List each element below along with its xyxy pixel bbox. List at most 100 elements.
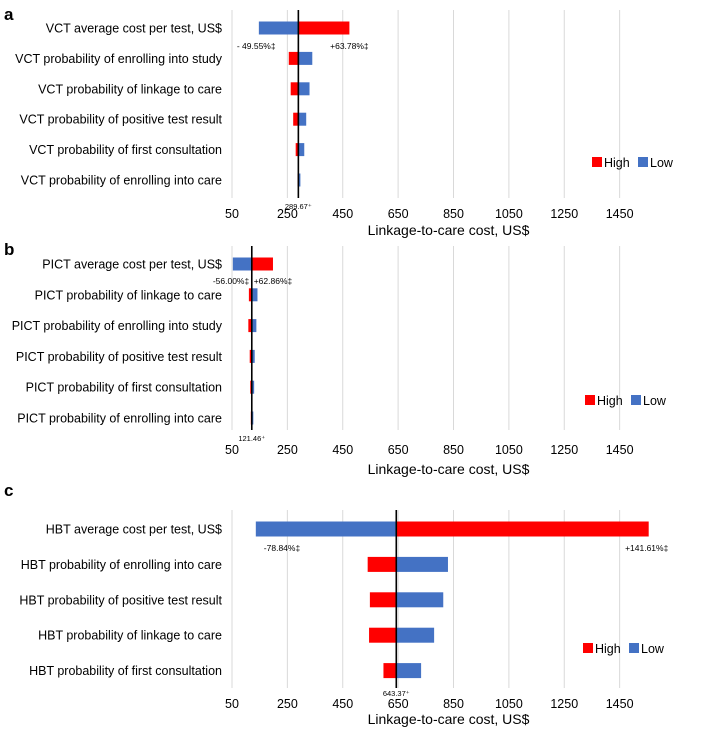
bar-low-a-0 — [258, 21, 299, 35]
x-tick-label-c-2: 450 — [332, 697, 353, 711]
legend-swatch-high-a — [592, 157, 602, 167]
x-tick-label-b-7: 1450 — [606, 443, 634, 457]
x-axis-title-c: Linkage-to-care cost, US$ — [368, 711, 530, 727]
x-tick-label-b-1: 250 — [277, 443, 298, 457]
category-label-a-5: VCT probability of enrolling into care — [21, 174, 222, 188]
bar-high-a-1 — [288, 51, 299, 65]
bar-high-a-2 — [290, 82, 299, 96]
bar-low-a-1 — [298, 51, 313, 65]
x-tick-label-c-5: 1050 — [495, 697, 523, 711]
baseline-value-label-a: 289.67⁺ — [285, 202, 312, 211]
category-label-a-3: VCT probability of positive test result — [19, 113, 222, 127]
annotation-low-b: -56.00%‡ — [213, 276, 250, 286]
bar-low-a-4 — [298, 143, 305, 157]
legend-swatch-low-b — [631, 395, 641, 405]
category-label-c-4: HBT probability of first consultation — [29, 664, 222, 678]
bar-high-a-3 — [293, 112, 299, 126]
x-axis-title-a: Linkage-to-care cost, US$ — [368, 222, 530, 238]
x-tick-label-b-3: 650 — [388, 443, 409, 457]
x-tick-label-a-7: 1450 — [606, 207, 634, 221]
x-tick-label-c-0: 50 — [225, 697, 239, 711]
x-tick-label-a-2: 450 — [332, 207, 353, 221]
x-tick-label-a-0: 50 — [225, 207, 239, 221]
bar-low-a-3 — [298, 112, 307, 126]
category-label-a-0: VCT average cost per test, US$ — [46, 22, 222, 36]
legend-label-high-b: High — [597, 394, 623, 408]
panel-letter-c: c — [4, 481, 13, 500]
category-label-c-2: HBT probability of positive test result — [19, 593, 222, 607]
legend-swatch-high-c — [583, 643, 593, 653]
panel-letter-a: a — [4, 5, 14, 24]
category-label-b-1: PICT probability of linkage to care — [35, 288, 222, 302]
x-tick-label-c-7: 1450 — [606, 697, 634, 711]
category-label-a-1: VCT probability of enrolling into study — [15, 52, 223, 66]
bar-high-c-2 — [369, 592, 397, 608]
x-tick-label-a-6: 1250 — [550, 207, 578, 221]
annotation-low-c: -78.84%‡ — [264, 543, 301, 553]
x-tick-label-b-6: 1250 — [550, 443, 578, 457]
category-label-c-0: HBT average cost per test, US$ — [46, 523, 222, 537]
bar-high-c-0 — [396, 521, 649, 537]
baseline-value-label-c: 643.37⁺ — [383, 689, 410, 698]
panel-letter-b: b — [4, 240, 14, 259]
bar-low-b-3 — [251, 349, 255, 363]
legend-label-low-c: Low — [641, 642, 665, 656]
bar-high-b-1 — [248, 288, 252, 302]
legend-label-low-b: Low — [643, 394, 667, 408]
legend-swatch-low-c — [629, 643, 639, 653]
bar-low-a-2 — [298, 82, 310, 96]
legend-label-high-c: High — [595, 642, 621, 656]
x-axis-title-b: Linkage-to-care cost, US$ — [368, 461, 530, 477]
x-tick-label-c-1: 250 — [277, 697, 298, 711]
annotation-high-c: +141.61%‡ — [625, 543, 669, 553]
bar-high-c-3 — [369, 627, 397, 643]
bar-low-b-4 — [251, 380, 255, 394]
bar-high-b-2 — [248, 319, 252, 333]
x-tick-label-c-3: 650 — [388, 697, 409, 711]
bar-low-c-0 — [255, 521, 397, 537]
category-label-b-4: PICT probability of first consultation — [26, 381, 222, 395]
legend-swatch-low-a — [638, 157, 648, 167]
bar-high-a-0 — [298, 21, 350, 35]
baseline-value-label-b: 121.46⁺ — [238, 434, 265, 443]
bar-low-c-4 — [396, 663, 422, 679]
bar-high-b-0 — [251, 257, 273, 271]
bar-high-c-4 — [383, 663, 397, 679]
bar-low-b-0 — [232, 257, 252, 271]
x-tick-label-b-2: 450 — [332, 443, 353, 457]
annotation-high-b: +62.86%‡ — [254, 276, 293, 286]
x-tick-label-c-6: 1250 — [550, 697, 578, 711]
x-tick-label-b-4: 850 — [443, 443, 464, 457]
category-label-b-3: PICT probability of positive test result — [16, 350, 223, 364]
category-label-a-4: VCT probability of first consultation — [29, 143, 222, 157]
legend-label-high-a: High — [604, 156, 630, 170]
category-label-c-1: HBT probability of enrolling into care — [21, 558, 222, 572]
bar-high-b-3 — [249, 349, 252, 363]
bar-low-a-5 — [298, 173, 301, 187]
x-tick-label-a-5: 1050 — [495, 207, 523, 221]
legend-label-low-a: Low — [650, 156, 674, 170]
legend-swatch-high-b — [585, 395, 595, 405]
category-label-b-2: PICT probability of enrolling into study — [12, 319, 223, 333]
x-tick-label-a-1: 250 — [277, 207, 298, 221]
category-label-b-0: PICT average cost per test, US$ — [42, 258, 222, 272]
annotation-low-a: - 49.55%‡ — [237, 41, 276, 51]
x-tick-label-c-4: 850 — [443, 697, 464, 711]
annotation-high-a: +63.78%‡ — [330, 41, 369, 51]
bar-high-c-1 — [367, 556, 397, 572]
x-tick-label-b-5: 1050 — [495, 443, 523, 457]
bar-high-a-4 — [295, 143, 299, 157]
x-tick-label-a-4: 850 — [443, 207, 464, 221]
category-label-a-2: VCT probability of linkage to care — [38, 82, 222, 96]
bar-low-c-2 — [396, 592, 444, 608]
category-label-b-5: PICT probability of enrolling into care — [17, 412, 222, 426]
bar-low-c-1 — [396, 556, 448, 572]
x-tick-label-b-0: 50 — [225, 443, 239, 457]
bar-low-b-2 — [251, 319, 257, 333]
bar-low-b-1 — [251, 288, 258, 302]
bar-low-c-3 — [396, 627, 435, 643]
x-tick-label-a-3: 650 — [388, 207, 409, 221]
category-label-c-3: HBT probability of linkage to care — [38, 629, 222, 643]
